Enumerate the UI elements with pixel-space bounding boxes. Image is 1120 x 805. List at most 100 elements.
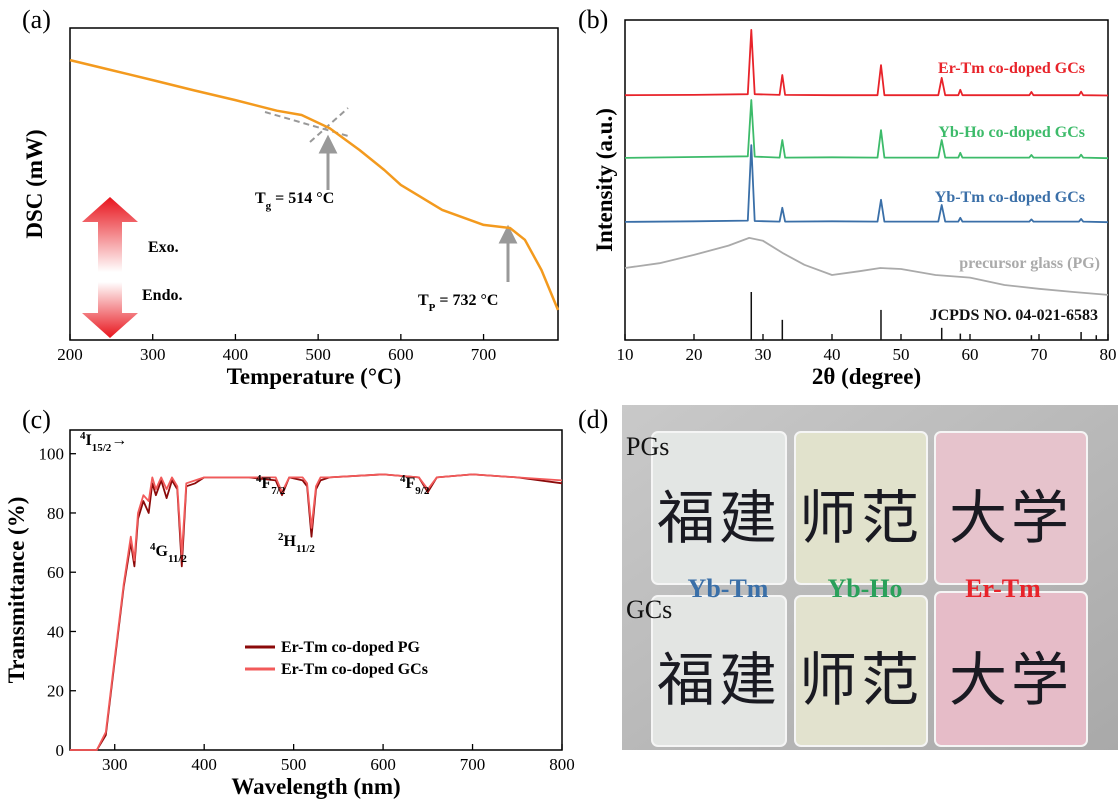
annotation-part: → [111, 432, 127, 449]
x-tick-label: 80 [1100, 345, 1117, 364]
annotation-part: 7/2 [271, 485, 286, 497]
y-axis-label: DSC (mW) [22, 129, 47, 238]
series-label: Er-Tm co-doped GCs [938, 60, 1085, 77]
y-tick-label: 40 [47, 622, 64, 641]
annotation-part: T [418, 292, 429, 309]
panel-label: (c) [22, 405, 51, 434]
x-tick-label: 400 [191, 755, 217, 774]
y-tick-label: 20 [47, 682, 64, 701]
glass-text: 福建 [657, 648, 781, 713]
row-label: PGs [626, 432, 669, 461]
glass-text: 大学 [949, 486, 1073, 551]
panel-label: (b) [578, 5, 608, 34]
x-tick-label: 600 [388, 345, 414, 364]
x-tick-label: 300 [140, 345, 166, 364]
x-tick-label: 60 [962, 345, 979, 364]
annotation-part: I [86, 432, 92, 449]
series-label: precursor glass (PG) [959, 255, 1100, 272]
x-tick-label: 10 [617, 345, 634, 364]
plot-frame [69, 27, 559, 341]
data-line [70, 473, 563, 751]
y-tick-label: 80 [47, 504, 64, 523]
x-tick-label: 50 [893, 345, 910, 364]
photo [622, 405, 1118, 750]
annotation: 4F9/2 [400, 473, 430, 497]
x-tick-label: 30 [755, 345, 772, 364]
annotation-part: Exo. [148, 239, 179, 256]
annotation-part: T [255, 190, 266, 207]
x-tick-label: 500 [281, 755, 307, 774]
annotation: Exo. [148, 239, 179, 256]
annotation-part: = 732 °C [435, 292, 498, 309]
x-axis-label: Wavelength (nm) [231, 774, 400, 799]
x-tick-label: 40 [824, 345, 841, 364]
annotation: Endo. [142, 287, 182, 304]
sample-label: Yb-Ho [827, 574, 902, 603]
annotation-part: 11/2 [168, 553, 187, 565]
sample-label: Er-Tm [965, 574, 1041, 603]
y-axis-label: Transmittance (%) [4, 497, 29, 684]
y-tick-label: 0 [56, 741, 65, 760]
x-tick-label: 800 [549, 755, 575, 774]
exo-arrow [82, 197, 138, 272]
annotation-part: P [429, 302, 436, 314]
annotation-part: F [406, 475, 416, 492]
glass-text: 福建 [657, 486, 781, 551]
x-tick-label: 300 [102, 755, 128, 774]
arrows [318, 134, 518, 282]
annotation-part: 2 [278, 531, 284, 543]
annotation-part: H [284, 533, 297, 550]
annotation-part: Endo. [142, 287, 182, 304]
annotation-part: 15/2 [92, 442, 112, 454]
row-label: GCs [626, 595, 672, 624]
x-tick-label: 20 [686, 345, 703, 364]
plot-frame [624, 19, 1109, 341]
series-label: JCPDS NO. 04-021-6583 [930, 307, 1098, 324]
x-tick-label: 700 [460, 755, 486, 774]
data-line [624, 99, 1109, 160]
glass-text: 大学 [949, 648, 1073, 713]
annotation: 2H11/2 [278, 531, 315, 555]
x-tick-label: 400 [223, 345, 249, 364]
y-axis-label: Intensity (a.u.) [592, 108, 617, 252]
x-axis-label: Temperature (°C) [227, 364, 402, 389]
data-line [624, 29, 1109, 97]
annotation-part: 4 [80, 430, 86, 442]
x-tick-label: 70 [1031, 345, 1048, 364]
y-tick-label: 60 [47, 563, 64, 582]
panel-label: (a) [22, 5, 51, 34]
annotation-part: F [262, 475, 272, 492]
annotation: 4F7/2 [256, 473, 286, 497]
annotation: Tg = 514 °C [255, 190, 334, 212]
annotation-part: g [266, 200, 272, 212]
legend-label: Er-Tm co-doped GCs [281, 661, 428, 678]
panel-label: (d) [578, 405, 608, 434]
data-line [624, 144, 1109, 224]
x-tick-label: 500 [305, 345, 331, 364]
y-tick-label: 100 [39, 445, 65, 464]
endo-arrow [82, 282, 138, 338]
x-tick-label: 700 [471, 345, 497, 364]
annotation: TP = 732 °C [418, 292, 498, 314]
legend-label: Er-Tm co-doped PG [281, 639, 421, 656]
series-label: Yb-Tm co-doped GCs [935, 189, 1085, 206]
annotation: 4I15/2→ [80, 430, 127, 454]
sample-label: Yb-Tm [688, 574, 769, 603]
data-line [69, 58, 560, 311]
data-line [624, 237, 1109, 296]
annotation-part: 11/2 [296, 543, 315, 555]
x-tick-label: 200 [57, 345, 83, 364]
annotation-part: 4 [150, 541, 156, 553]
glass-text: 师范 [799, 648, 923, 713]
annotation-part: 4 [400, 473, 406, 485]
series-label: Yb-Ho co-doped GCs [938, 124, 1085, 141]
tangent-line [309, 107, 349, 143]
annotation-part: G [156, 543, 169, 560]
annotation-part: 9/2 [415, 485, 430, 497]
annotation-part: 4 [256, 473, 262, 485]
x-tick-label: 600 [370, 755, 396, 774]
x-axis-label: 2θ (degree) [812, 364, 921, 389]
annotation: 4G11/2 [150, 541, 187, 565]
glass-text: 师范 [799, 486, 923, 551]
